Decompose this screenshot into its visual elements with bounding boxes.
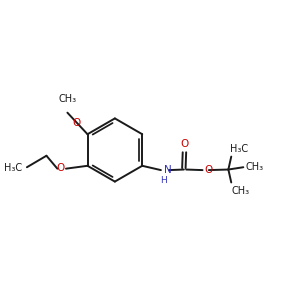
Text: O: O [57, 163, 65, 173]
Text: H: H [160, 176, 167, 185]
Text: CH₃: CH₃ [231, 186, 249, 196]
Text: N: N [164, 165, 172, 175]
Text: O: O [180, 140, 189, 149]
Text: CH₃: CH₃ [246, 162, 264, 172]
Text: O: O [73, 118, 81, 128]
Text: H₃C: H₃C [4, 164, 22, 173]
Text: H₃C: H₃C [230, 144, 248, 154]
Text: CH₃: CH₃ [58, 94, 76, 104]
Text: O: O [205, 164, 213, 175]
